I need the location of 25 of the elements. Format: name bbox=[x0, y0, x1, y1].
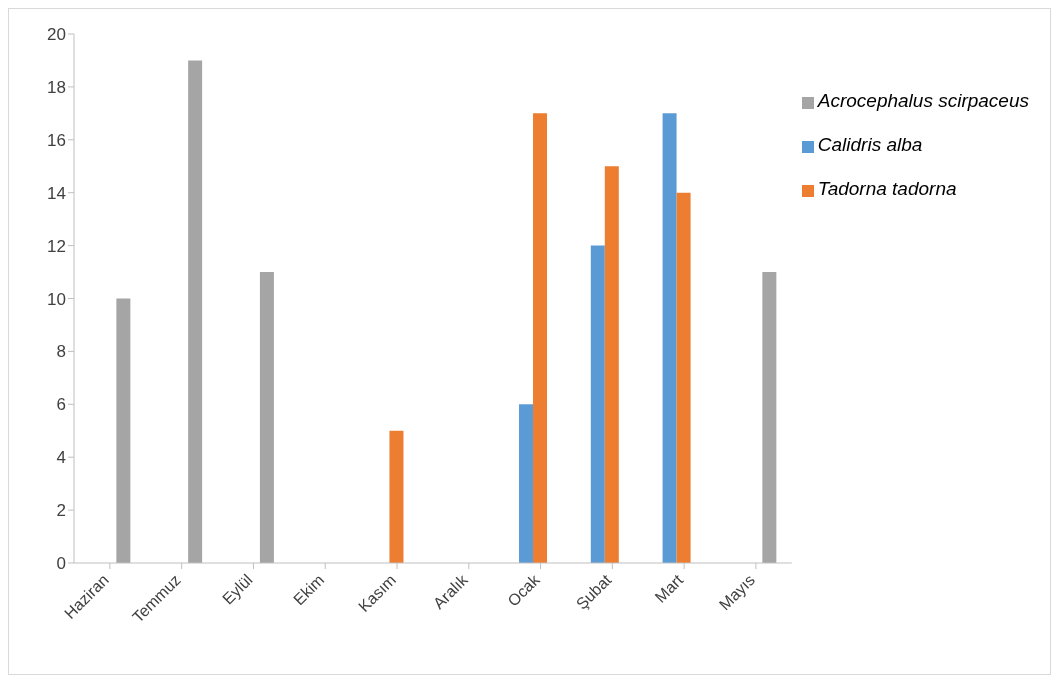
legend-label: Acrocephalus scirpaceus bbox=[817, 90, 1029, 111]
bar bbox=[389, 430, 404, 563]
bar bbox=[116, 298, 131, 563]
y-tick-label: 4 bbox=[56, 448, 66, 468]
legend-label: Tadorna tadorna bbox=[817, 178, 957, 199]
y-tick-label: 20 bbox=[47, 25, 66, 45]
y-tick-label: 18 bbox=[47, 77, 66, 97]
y-tick-label: 12 bbox=[47, 236, 66, 256]
bar bbox=[188, 60, 203, 563]
bar bbox=[604, 166, 619, 563]
bar bbox=[676, 192, 691, 563]
bar bbox=[533, 113, 548, 563]
y-tick-label: 6 bbox=[56, 395, 66, 415]
y-tick-label: 10 bbox=[47, 289, 66, 309]
legend-label: Calidris alba bbox=[817, 134, 923, 155]
bar bbox=[259, 272, 274, 563]
y-tick-label: 14 bbox=[47, 183, 66, 203]
bar bbox=[590, 245, 605, 563]
bar bbox=[762, 272, 777, 563]
bar bbox=[662, 113, 677, 563]
y-tick-label: 8 bbox=[56, 342, 66, 362]
y-tick-label: 2 bbox=[56, 501, 66, 521]
y-tick-label: 16 bbox=[47, 130, 66, 150]
y-tick-label: 0 bbox=[56, 554, 66, 574]
bar bbox=[519, 404, 534, 563]
